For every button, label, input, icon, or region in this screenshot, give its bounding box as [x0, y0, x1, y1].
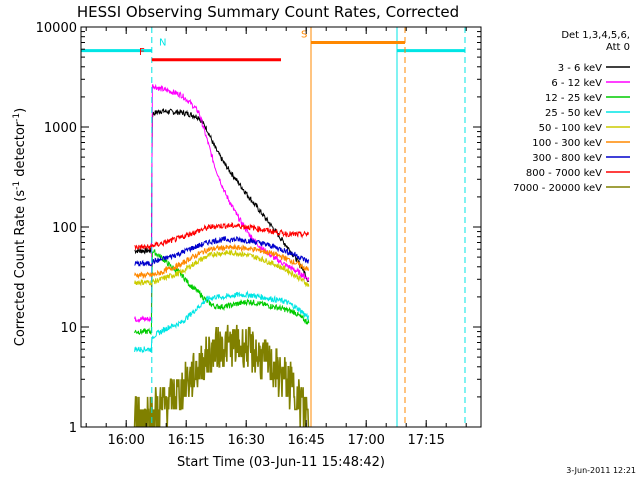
series-line-100-300-kev — [134, 243, 310, 280]
legend-label-6-12-kev: 6 - 12 keV — [551, 78, 602, 89]
annotation-night: N — [81, 27, 466, 427]
x-axis-label: Start Time (03-Jun-11 15:48:42) — [177, 455, 385, 470]
x-tick-label: 16:00 — [107, 433, 144, 448]
legend-title: Det 1,3,4,5,6, — [561, 30, 630, 41]
y-tick-label: 10 — [60, 321, 77, 336]
annotation-label-flare: F — [139, 47, 145, 58]
x-tick-label: 17:00 — [347, 433, 384, 448]
annotation-label-saa: S — [301, 29, 307, 40]
legend-label-7000-20000-kev: 7000 - 20000 keV — [513, 183, 602, 194]
plot-area: N F S — [81, 27, 466, 427]
legend-label-12-25-kev: 12 - 25 keV — [545, 93, 602, 104]
series-line-3-6-kev — [134, 108, 310, 282]
series-line-800-7000-kev — [134, 222, 309, 251]
annotation-flare: F — [139, 47, 281, 62]
legend-title: Att 0 — [606, 42, 630, 53]
x-tick-label: 17:15 — [407, 433, 444, 448]
series-line-300-800-kev — [134, 235, 310, 267]
legend-label-3-6-kev: 3 - 6 keV — [558, 63, 602, 74]
y-tick-label: 100 — [52, 221, 77, 236]
legend-label-800-7000-kev: 800 - 7000 keV — [526, 168, 602, 179]
legend-label-50-100-kev: 50 - 100 keV — [539, 123, 603, 134]
legend-label-25-50-kev: 25 - 50 keV — [545, 108, 602, 119]
series-line-6-12-kev — [134, 83, 310, 323]
y-tick-label: 1000 — [44, 121, 77, 136]
y-tick-label: 1 — [69, 421, 77, 436]
axes: 16:00 16:15 16:30 16:45 17:00 17:15 1 10 100 1000… — [36, 21, 481, 448]
y-axis-label: Corrected Count Rate (s-1 detector-1) — [12, 108, 28, 346]
legend: Det 1,3,4,5,6,Att 0 3 - 6 keV 6 - 12 keV 12… — [513, 30, 630, 194]
x-tick-label: 16:15 — [167, 433, 204, 448]
legend-label-300-800-kev: 300 - 800 keV — [532, 153, 602, 164]
series-line-25-50-kev — [134, 290, 310, 354]
legend-label-100-300-kev: 100 - 300 keV — [532, 138, 602, 149]
x-tick-label: 16:45 — [287, 433, 324, 448]
series-line-50-100-kev — [134, 249, 310, 288]
annotation-label-night: N — [159, 38, 166, 49]
x-tick-label: 16:30 — [227, 433, 264, 448]
chart-title: HESSI Observing Summary Count Rates, Cor… — [77, 3, 459, 21]
series-line-7000-20000-kev — [133, 324, 310, 427]
series-line-12-25-kev — [134, 249, 310, 336]
annotation-saa: S — [301, 27, 406, 427]
date-stamp: 3-Jun-2011 12:21 — [566, 466, 636, 475]
y-tick-label: 10000 — [36, 21, 77, 36]
